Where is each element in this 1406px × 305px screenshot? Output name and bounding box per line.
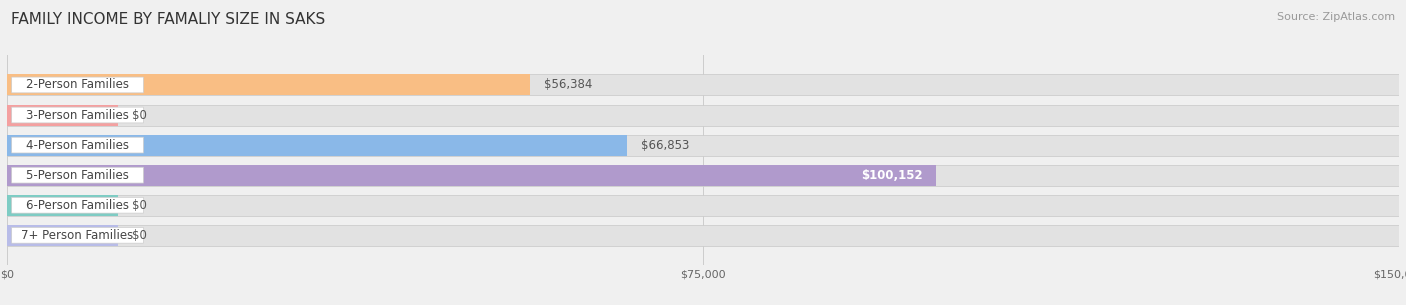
Text: 5-Person Families: 5-Person Families (27, 169, 129, 182)
FancyBboxPatch shape (11, 197, 143, 213)
Bar (7, 225, 118, 246)
Text: $0: $0 (132, 229, 148, 242)
Bar (7, 165, 1399, 186)
Text: $56,384: $56,384 (544, 78, 592, 92)
Bar (7, 105, 1399, 126)
Bar (7, 74, 530, 95)
Bar (7, 195, 118, 216)
Bar (7, 74, 1399, 95)
Bar (7, 105, 118, 126)
FancyBboxPatch shape (11, 228, 143, 243)
Text: Source: ZipAtlas.com: Source: ZipAtlas.com (1277, 12, 1395, 22)
Bar (7, 135, 627, 156)
Text: 6-Person Families: 6-Person Families (27, 199, 129, 212)
Text: 7+ Person Families: 7+ Person Families (21, 229, 134, 242)
Text: $0: $0 (132, 199, 148, 212)
FancyBboxPatch shape (11, 77, 143, 93)
Text: $66,853: $66,853 (641, 138, 690, 152)
Bar (7, 165, 936, 186)
FancyBboxPatch shape (11, 167, 143, 183)
Text: $100,152: $100,152 (860, 169, 922, 182)
Text: FAMILY INCOME BY FAMALIY SIZE IN SAKS: FAMILY INCOME BY FAMALIY SIZE IN SAKS (11, 12, 326, 27)
Bar (7, 135, 1399, 156)
Bar (7, 225, 1399, 246)
Bar (7, 195, 1399, 216)
Text: 2-Person Families: 2-Person Families (27, 78, 129, 92)
Text: 4-Person Families: 4-Person Families (27, 138, 129, 152)
FancyBboxPatch shape (11, 137, 143, 153)
Text: $0: $0 (132, 109, 148, 121)
FancyBboxPatch shape (11, 107, 143, 123)
Text: 3-Person Families: 3-Person Families (27, 109, 129, 121)
